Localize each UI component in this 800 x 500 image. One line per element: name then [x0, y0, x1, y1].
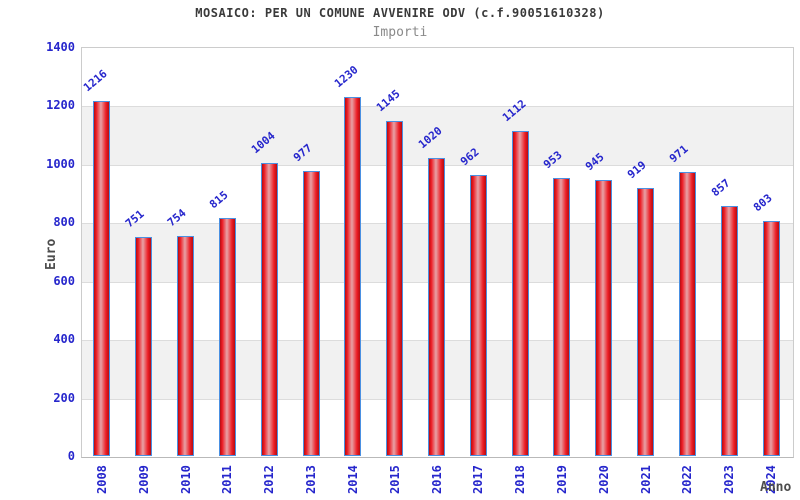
x-tick-label: 2014	[346, 465, 360, 494]
y-tick-label: 200	[53, 391, 75, 405]
bar	[261, 163, 278, 456]
bar	[595, 180, 612, 456]
bar	[721, 206, 738, 456]
y-tick-label: 1000	[46, 157, 75, 171]
y-tick-label: 400	[53, 332, 75, 346]
chart-title: MOSAICO: PER UN COMUNE AVVENIRE ODV (c.f…	[195, 6, 605, 20]
x-tick-label: 2012	[262, 465, 276, 494]
bar	[637, 188, 654, 456]
gridline	[82, 106, 793, 107]
x-tick-label: 2009	[137, 465, 151, 494]
chart-subtitle: Importi	[372, 25, 428, 40]
x-tick-label: 2010	[179, 465, 193, 494]
x-tick-label: 2011	[220, 465, 234, 494]
x-tick-label: 2020	[597, 465, 611, 494]
x-tick-label: 2017	[471, 465, 485, 494]
x-tick-label: 2019	[555, 465, 569, 494]
bar	[135, 237, 152, 456]
x-tick-label: 2008	[95, 465, 109, 494]
plot-band	[82, 106, 793, 165]
y-axis-title: Euro	[44, 238, 59, 270]
bar	[344, 97, 361, 456]
bar	[763, 221, 780, 456]
x-tick-label: 2016	[430, 465, 444, 494]
x-tick-label: 2015	[388, 465, 402, 494]
bar	[93, 101, 110, 456]
y-tick-label: 800	[53, 215, 75, 229]
x-tick-label: 2023	[722, 465, 736, 494]
plot-area	[81, 47, 794, 458]
bar	[679, 172, 696, 456]
y-tick-label: 600	[53, 274, 75, 288]
x-axis-title: Anno	[760, 480, 792, 495]
y-tick-label: 0	[67, 449, 75, 463]
x-tick-label: 2013	[304, 465, 318, 494]
bar	[512, 131, 529, 456]
x-tick-label: 2022	[680, 465, 694, 494]
bar	[303, 171, 320, 456]
bar	[470, 175, 487, 456]
bar	[428, 158, 445, 456]
x-tick-label: 2018	[513, 465, 527, 494]
bar	[386, 121, 403, 456]
bar	[553, 178, 570, 456]
bar	[177, 236, 194, 456]
bar	[219, 218, 236, 456]
y-tick-label: 1400	[46, 40, 75, 54]
y-tick-label: 1200	[46, 98, 75, 112]
x-tick-label: 2021	[639, 465, 653, 494]
